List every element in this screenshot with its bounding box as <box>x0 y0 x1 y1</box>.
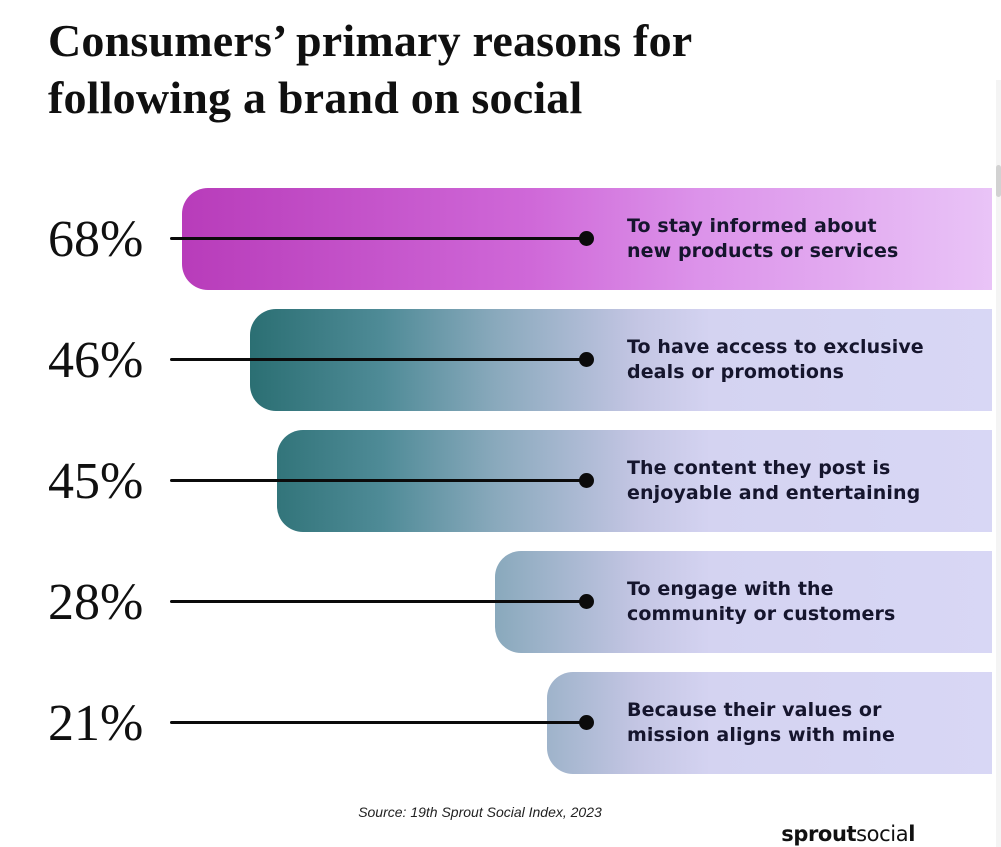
bar-category-label-line1: To stay informed about <box>627 215 877 237</box>
percent-value-label: 28% <box>48 573 144 631</box>
source-citation: Source: 19th Sprout Social Index, 2023 <box>358 804 602 820</box>
scrollbar-track[interactable] <box>996 80 1001 847</box>
bar-category-label: To stay informed about new products or s… <box>627 188 927 290</box>
bar-category-label-line2: new products or services <box>627 240 899 262</box>
bar-category-label: To have access to exclusive deals or pro… <box>627 309 927 411</box>
connector-line <box>170 479 587 482</box>
connector-dot <box>579 594 594 609</box>
connector-line <box>170 600 587 603</box>
bar-category-label-line2: community or customers <box>627 603 896 625</box>
logo-sprout-text: sprout <box>781 822 857 846</box>
bar-category-label-line1: To engage with the <box>627 578 834 600</box>
bar-category-label-line2: deals or promotions <box>627 361 845 383</box>
connector-dot <box>579 231 594 246</box>
bar-category-label-line1: The content they post is <box>627 457 891 479</box>
chart-title: Consumers’ primary reasons for following… <box>48 12 692 126</box>
percent-value-label: 46% <box>48 331 144 389</box>
bar-category-label: To engage with the community or customer… <box>627 551 927 653</box>
scrollbar-thumb[interactable] <box>996 165 1001 197</box>
sprout-social-logo: sproutsocial <box>781 822 915 846</box>
connector-dot <box>579 715 594 730</box>
connector-line <box>170 358 587 361</box>
percent-value-label: 45% <box>48 452 144 510</box>
bar-category-label: The content they post is enjoyable and e… <box>627 430 927 532</box>
logo-social-text: socia <box>856 822 909 846</box>
bar-gradient-fill <box>547 672 992 774</box>
bar-category-label-line2: enjoyable and entertaining <box>627 482 921 504</box>
chart-title-line2: following a brand on social <box>48 72 583 123</box>
connector-dot <box>579 473 594 488</box>
bar-category-label: Because their values or mission aligns w… <box>627 672 927 774</box>
bar-category-label-line1: Because their values or <box>627 699 882 721</box>
chart-title-line1: Consumers’ primary reasons for <box>48 15 693 66</box>
percent-value-label: 21% <box>48 694 144 752</box>
bar-category-label-line1: To have access to exclusive <box>627 336 924 358</box>
connector-line <box>170 237 587 240</box>
bar-category-label-line2: mission aligns with mine <box>627 724 895 746</box>
percent-value-label: 68% <box>48 210 144 268</box>
logo-tail-mark: l <box>908 822 915 846</box>
connector-line <box>170 721 587 724</box>
connector-dot <box>579 352 594 367</box>
bar-21 <box>547 672 992 774</box>
